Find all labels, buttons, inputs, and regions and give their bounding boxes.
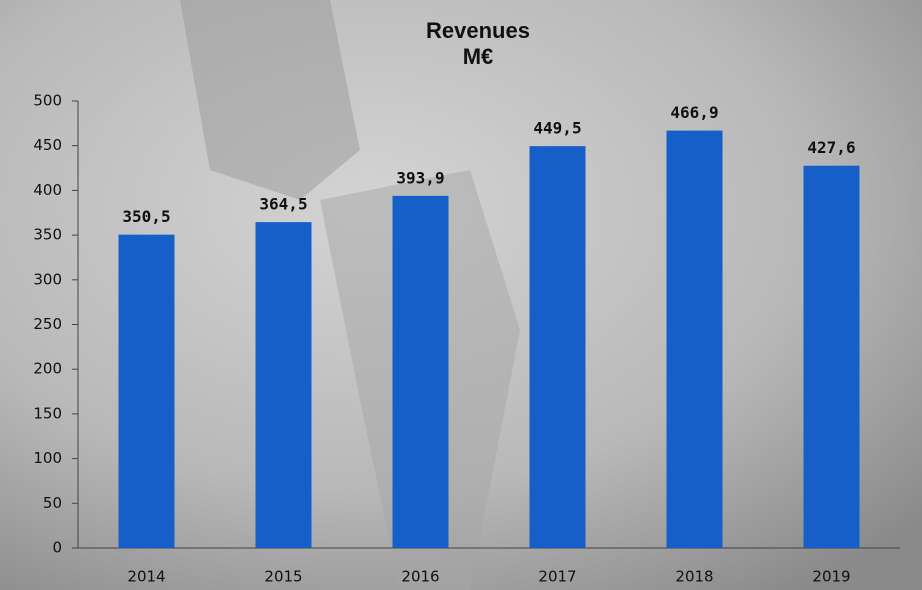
bar (392, 195, 449, 548)
value-label: 350,5 (122, 207, 170, 226)
x-tick-label: 2019 (812, 568, 850, 586)
value-label: 393,9 (396, 168, 444, 187)
x-tick-label: 2018 (675, 568, 713, 586)
y-tick-label: 350 (33, 226, 62, 244)
value-label: 364,5 (259, 195, 307, 214)
background-shape (180, 0, 360, 200)
value-label: 427,6 (807, 138, 855, 157)
bar (666, 130, 723, 548)
x-tick-label: 2014 (127, 568, 165, 586)
y-tick-label: 250 (33, 315, 62, 333)
x-tick-label: 2016 (401, 568, 439, 586)
x-tick-label: 2017 (538, 568, 576, 586)
chart-title: Revenues (426, 18, 530, 43)
y-tick-label: 450 (33, 136, 62, 154)
y-tick-label: 150 (33, 404, 62, 422)
y-tick-label: 50 (43, 494, 62, 512)
y-tick-label: 300 (33, 270, 62, 288)
y-tick-label: 400 (33, 181, 62, 199)
bar (803, 165, 860, 549)
bar (118, 234, 175, 548)
x-tick-label: 2015 (264, 568, 302, 586)
y-tick-label: 200 (33, 360, 62, 378)
bar (255, 222, 312, 548)
y-tick-label: 0 (52, 539, 62, 557)
bar (529, 146, 586, 548)
value-label: 449,5 (533, 119, 581, 138)
value-label: 466,9 (670, 103, 718, 122)
y-tick-label: 100 (33, 449, 62, 467)
y-tick-label: 500 (33, 92, 62, 110)
chart-subtitle: M€ (463, 44, 494, 69)
